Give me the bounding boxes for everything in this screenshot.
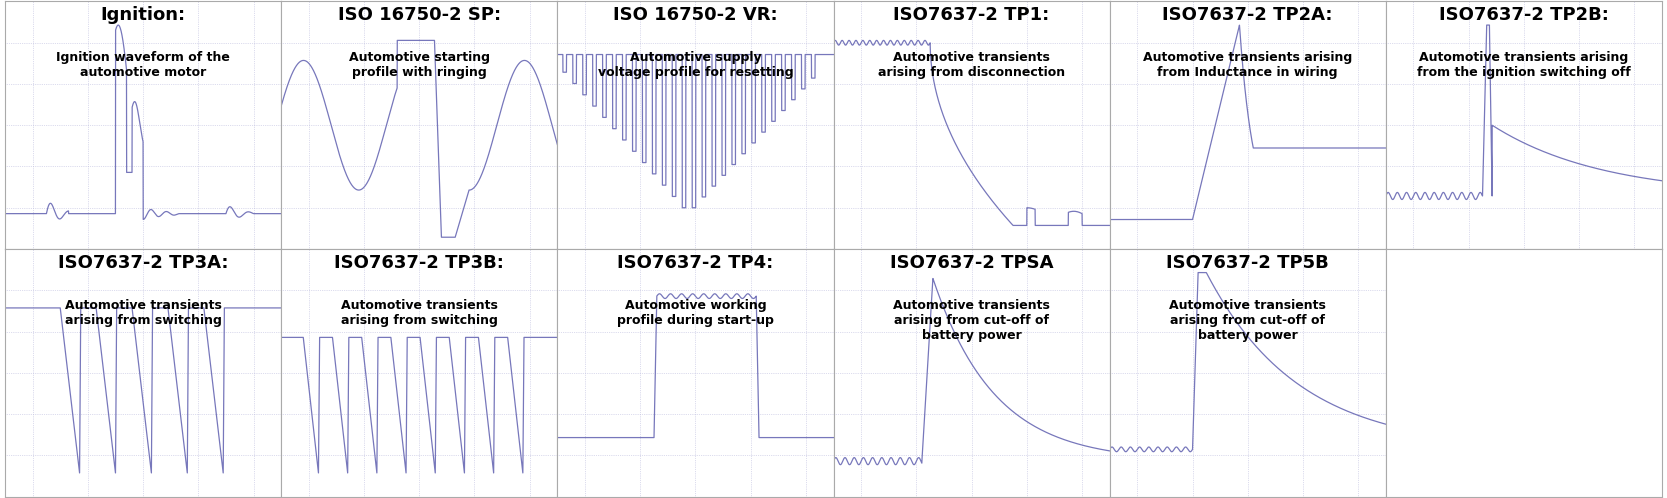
Text: Ignition waveform of the
automotive motor: Ignition waveform of the automotive moto… [57, 51, 230, 79]
Text: Ignition:: Ignition: [100, 6, 185, 24]
Text: Automotive transients
arising from switching: Automotive transients arising from switc… [340, 298, 498, 327]
Text: ISO7637-2 TPSA: ISO7637-2 TPSA [890, 254, 1054, 272]
Text: ISO7637-2 TP5B: ISO7637-2 TP5B [1167, 254, 1329, 272]
Text: ISO 16750-2 VR:: ISO 16750-2 VR: [613, 6, 778, 24]
Text: Automotive supply
voltage profile for resetting: Automotive supply voltage profile for re… [597, 51, 793, 79]
Text: Automotive transients
arising from cut-off of
battery power: Automotive transients arising from cut-o… [894, 298, 1050, 342]
Text: Automotive transients arising
from Inductance in wiring: Automotive transients arising from Induc… [1144, 51, 1352, 79]
Text: Automotive starting
profile with ringing: Automotive starting profile with ringing [348, 51, 490, 79]
Text: ISO7637-2 TP3B:: ISO7637-2 TP3B: [335, 254, 503, 272]
Text: ISO7637-2 TP3A:: ISO7637-2 TP3A: [58, 254, 228, 272]
Text: Automotive transients arising
from the ignition switching off: Automotive transients arising from the i… [1417, 51, 1630, 79]
Text: ISO7637-2 TP1:: ISO7637-2 TP1: [894, 6, 1050, 24]
Text: ISO 16750-2 SP:: ISO 16750-2 SP: [338, 6, 500, 24]
Text: Automotive working
profile during start-up: Automotive working profile during start-… [617, 298, 773, 327]
Text: Automotive transients
arising from switching: Automotive transients arising from switc… [65, 298, 222, 327]
Text: Automotive transients
arising from disconnection: Automotive transients arising from disco… [879, 51, 1065, 79]
Text: ISO7637-2 TP2A:: ISO7637-2 TP2A: [1162, 6, 1334, 24]
Text: ISO7637-2 TP2B:: ISO7637-2 TP2B: [1439, 6, 1609, 24]
Text: Automotive transients
arising from cut-off of
battery power: Automotive transients arising from cut-o… [1169, 298, 1327, 342]
Text: ISO7637-2 TP4:: ISO7637-2 TP4: [617, 254, 773, 272]
